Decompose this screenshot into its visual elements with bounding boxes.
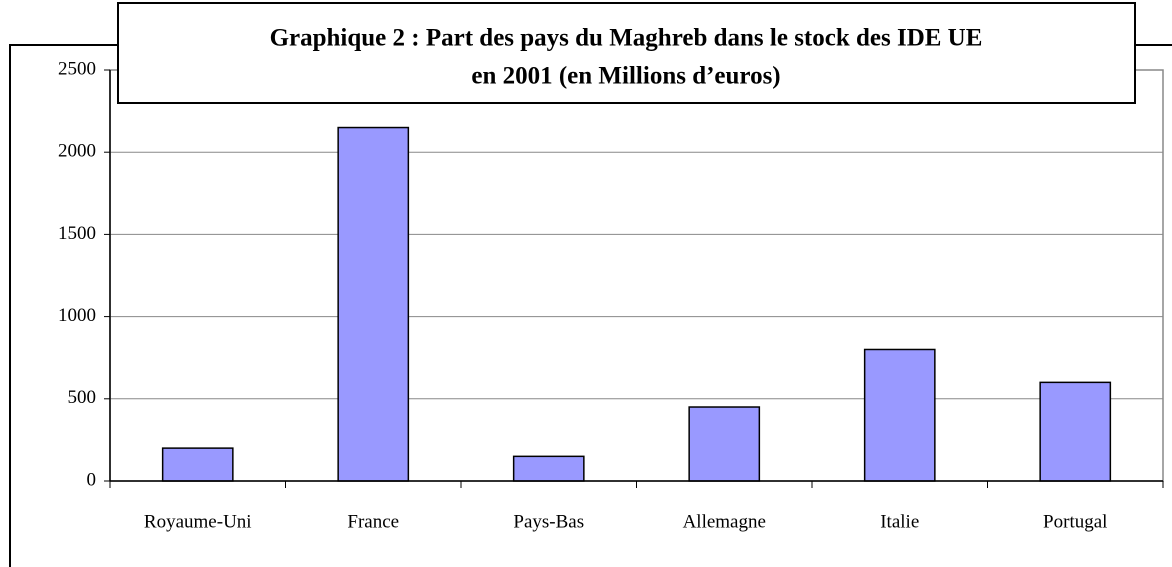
bar [688, 406, 761, 482]
y-tick-label: 2500 [58, 58, 96, 79]
outer-frame [9, 44, 1172, 567]
chart-title: Graphique 2 : Part des pays du Maghreb d… [270, 25, 983, 52]
bar [1039, 381, 1112, 482]
chart-title: en 2001 (en Millions d’euros) [471, 63, 780, 90]
x-tick-label: Portugal [1043, 511, 1107, 532]
bar [863, 348, 936, 482]
bar [161, 447, 234, 482]
x-tick-label: Italie [880, 511, 919, 532]
x-tick-label: France [347, 511, 399, 532]
bar [337, 126, 410, 482]
y-tick-label: 2000 [58, 141, 96, 162]
marks: 0 500 1000 1500 2000 2500 Royaume-Uni France Pay… [58, 58, 1164, 532]
x-tick-label: Pays-Bas [513, 511, 584, 532]
bar [512, 455, 585, 482]
y-tick-label: 1500 [58, 223, 96, 244]
x-tick-label: Allemagne [683, 511, 766, 532]
y-tick-label: 500 [68, 387, 97, 408]
y-tick-label: 0 [87, 469, 97, 490]
plot-area [109, 69, 1164, 482]
x-tick-label: Royaume-Uni [144, 511, 252, 532]
y-tick-label: 1000 [58, 305, 96, 326]
title-box [117, 2, 1136, 104]
